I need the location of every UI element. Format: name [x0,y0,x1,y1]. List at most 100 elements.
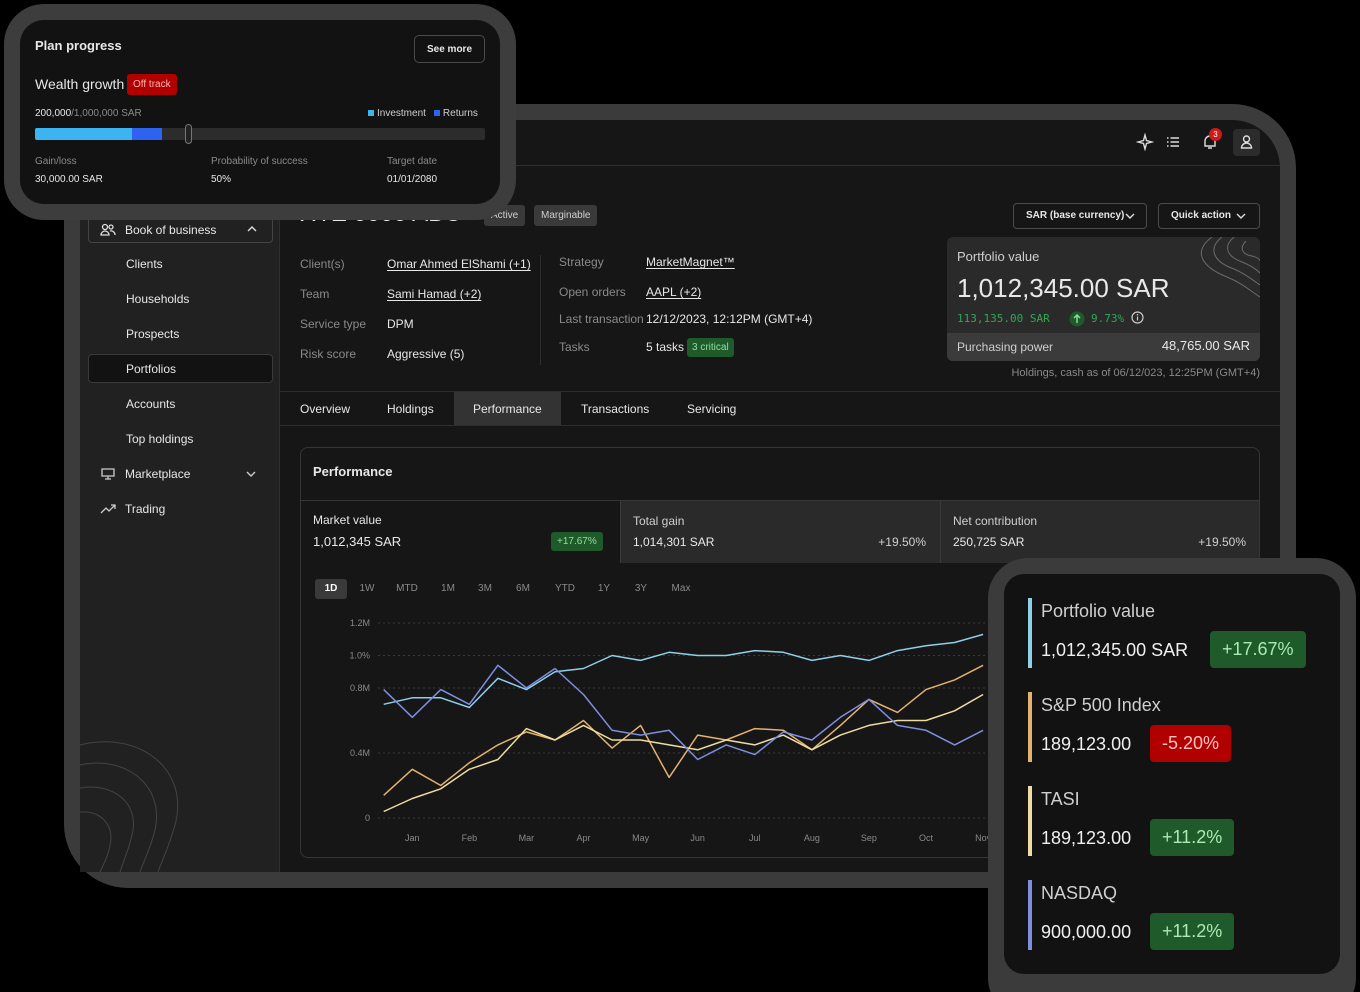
legend-label: S&P 500 Index [1041,695,1161,715]
purchasing-power-label: Purchasing power [957,340,1054,354]
progress-handle [185,124,192,144]
see-more-button[interactable]: See more [414,35,485,63]
sidebar-link[interactable]: Marketplace [125,467,191,481]
sidebar-item[interactable]: Accounts [126,397,176,411]
chevron-up [247,226,257,232]
metric-value: 250,725 SAR [953,535,1025,549]
y-tick-label: 0 [365,813,370,823]
purchasing-power-row: Purchasing power 48,765.00 SAR [947,333,1260,361]
quick-action-label: Quick action [1171,210,1232,221]
list-icon[interactable] [1165,134,1181,150]
quick-action-dropdown[interactable]: Quick action [1158,203,1260,229]
goal-current: 200,000 [35,108,72,119]
series-line [383,633,984,709]
stat-value: 01/01/2080 [387,174,438,185]
sidebar-item[interactable]: Prospects [126,327,180,341]
comparison-amount: 1,012,345.00 SAR [1041,640,1189,660]
metric-value: 1,014,301 SAR [633,535,715,549]
range-button[interactable]: 1D [315,579,347,599]
range-button[interactable]: 3M [478,583,492,594]
legend-swatch [1028,786,1032,856]
sidebar-item[interactable]: Clients [126,257,163,271]
range-button[interactable]: 3Y [634,583,648,594]
range-button[interactable]: 1W [359,583,375,594]
comparison-amount: 900,000.00 [1041,922,1132,942]
range-button[interactable]: YTD [555,583,575,594]
range-button[interactable]: 6M [516,583,530,594]
portfolio-box: Portfolio value 1,012,345.00 SAR 113,135… [947,237,1260,361]
chevron-down [1125,213,1135,219]
detail-link[interactable]: Sami Hamad (+2) [387,287,482,301]
metric-label: Total gain [633,514,685,528]
detail-link[interactable]: Omar Ahmed ElShami (+1) [387,257,531,271]
detail-label: Last transaction [559,312,644,326]
critical-badge: 3 critical [687,338,734,357]
detail-label: Tasks [559,340,590,354]
y-tick-label: 1.2M [350,618,370,628]
up-arrow-icon [1069,311,1085,327]
sidebar-section-label: Book of business [125,223,217,237]
series-line [383,664,984,796]
legend-swatch [368,110,374,116]
legend-swatch [1028,692,1032,762]
info-icon[interactable] [1131,311,1144,324]
x-tick-label: Mar [519,833,535,843]
metric-change: +19.50% [1198,535,1246,549]
comparison-amount: 189,123.00 [1041,828,1132,848]
divider [280,425,1280,426]
detail-label: Open orders [559,285,626,299]
user-button[interactable] [1233,129,1260,156]
decoration [80,741,179,872]
comparison-amount: 189,123.00 [1041,734,1132,754]
divider [540,255,541,365]
portfolio-value: 1,012,345.00 SAR [957,273,1170,303]
tab[interactable]: Performance [473,402,542,416]
tab[interactable]: Servicing [687,402,737,416]
metric-label: Market value [313,513,382,527]
plan-progress-card: Plan progress See more Wealth growth Off… [20,20,500,204]
legend-label: NASDAQ [1041,883,1118,903]
divider [280,391,1280,392]
detail-link[interactable]: MarketMagnet™ [646,255,735,269]
range-button[interactable]: Max [671,583,691,594]
card-title: Plan progress [35,38,122,53]
metric-label: Net contribution [953,514,1038,528]
sidebar [80,120,280,872]
detail-link[interactable]: AAPL (+2) [646,285,702,299]
portfolio-label: Portfolio value [957,249,1040,264]
sidebar-item[interactable]: Portfolios [126,362,177,376]
currency-dropdown[interactable]: SAR (base currency) [1013,203,1147,229]
range-button[interactable]: MTD [396,583,418,594]
stat-label: Target date [387,156,438,167]
progress-investment [35,128,132,140]
range-button[interactable]: 1M [441,583,455,594]
tab[interactable]: Transactions [581,402,650,416]
metric-cell [940,501,1259,563]
tab[interactable]: Overview [300,402,351,416]
range-button[interactable]: 1Y [597,583,611,594]
comparison-card: Portfolio value 1,012,345.00 SAR +17.67% S&… [1004,574,1340,974]
x-tick-label: Jan [405,833,420,843]
x-tick-label: Sep [861,833,877,843]
series-line [383,693,984,813]
y-tick-label: 0.8M [350,683,370,693]
status-badge: Marginable [534,205,598,226]
progress-legend: Investment Returns [368,107,478,121]
sidebar-item[interactable]: Top holdings [126,432,194,446]
x-tick-label: Jun [690,833,705,843]
goal-amount: 200,000/1,000,000 SAR [35,107,142,121]
y-tick-label: 1.0% [349,651,370,661]
progress-returns [132,128,162,140]
sidebar-link[interactable]: Trading [125,502,166,516]
ai-icon[interactable] [1136,133,1154,151]
as-of-note: Holdings, cash as of 06/12/023, 12:25PM … [1011,367,1260,379]
tab-active-bg [454,392,561,425]
legend-label: TASI [1041,789,1080,809]
series-line [383,664,984,761]
sidebar-item[interactable]: Households [126,292,190,306]
purchasing-power-value: 48,765.00 SAR [1161,338,1250,353]
legend-swatch [1028,880,1032,950]
x-tick-label: Feb [462,833,478,843]
stat-label: Gain/loss [35,156,77,167]
tab[interactable]: Holdings [387,402,434,416]
